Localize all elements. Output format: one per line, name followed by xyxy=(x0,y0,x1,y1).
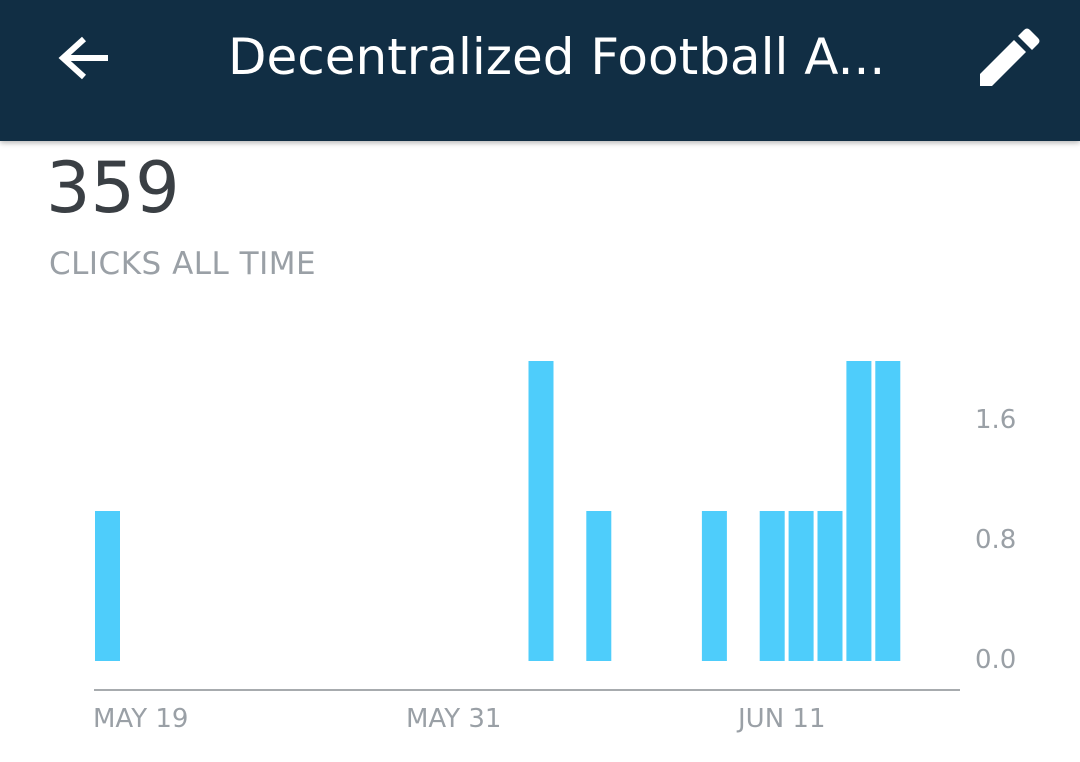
chart-bar xyxy=(759,511,785,661)
x-tick-label: MAY 31 xyxy=(406,704,501,734)
x-tick-label: JUN 11 xyxy=(736,704,826,734)
pencil-icon xyxy=(970,22,1046,94)
page-title: Decentralized Football A... xyxy=(228,28,886,86)
chart-bar xyxy=(817,511,843,661)
total-clicks-value: 359 xyxy=(46,147,180,229)
app-bar: Decentralized Football A... xyxy=(0,0,1080,141)
clicks-bar-chart: MAY 19 MAY 31 JUN 11 1.6 0.8 0.0 xyxy=(0,300,1080,762)
chart-bar xyxy=(701,511,727,661)
arrow-left-icon xyxy=(48,22,120,94)
chart-bar xyxy=(875,361,901,661)
edit-button[interactable] xyxy=(970,22,1046,94)
bars-group xyxy=(95,361,901,661)
total-clicks-label: CLICKS ALL TIME xyxy=(49,246,317,282)
chart-bar xyxy=(846,361,872,661)
chart-canvas: MAY 19 MAY 31 JUN 11 1.6 0.8 0.0 xyxy=(93,361,1016,734)
y-tick-label: 1.6 xyxy=(975,405,1016,435)
back-button[interactable] xyxy=(48,22,120,94)
chart-bar xyxy=(788,511,814,661)
chart-bar xyxy=(586,511,612,661)
chart-bar xyxy=(528,361,554,661)
x-tick-label: MAY 19 xyxy=(93,704,188,734)
y-tick-label: 0.8 xyxy=(975,525,1016,555)
y-tick-label: 0.0 xyxy=(975,645,1016,675)
chart-bar xyxy=(95,511,120,661)
